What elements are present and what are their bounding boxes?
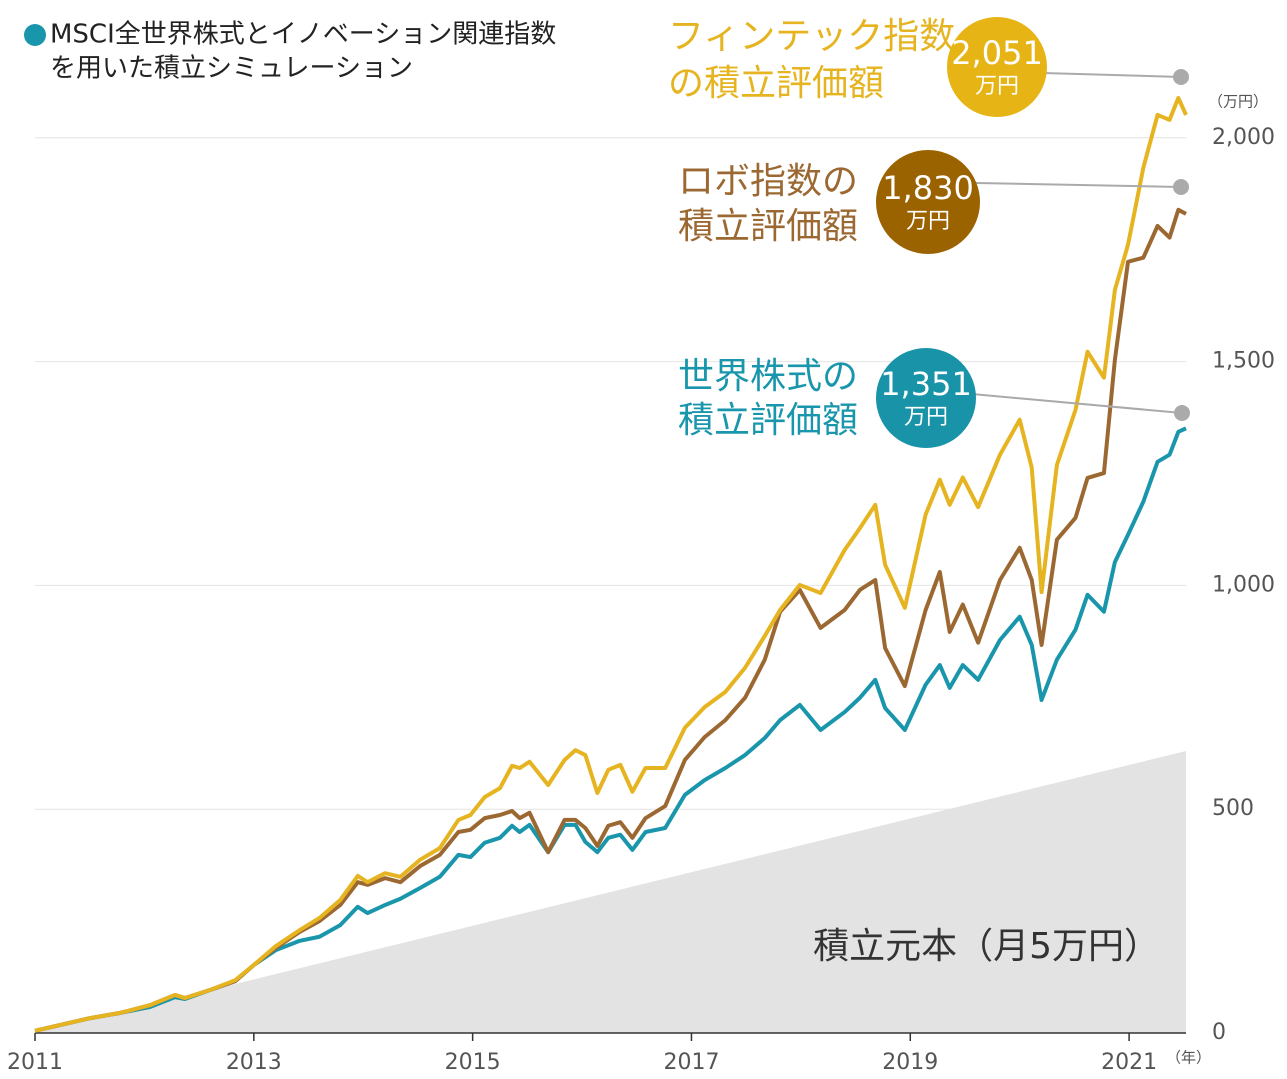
end-dot xyxy=(1173,179,1189,195)
x-tick-label: 2021 xyxy=(1101,1050,1157,1075)
end-dot xyxy=(1173,69,1189,85)
end-value-bubble xyxy=(876,150,980,254)
connector xyxy=(971,393,1183,414)
connector xyxy=(1042,72,1182,78)
principal-area xyxy=(35,751,1186,1033)
end-value-unit: 万円 xyxy=(906,209,950,234)
connector xyxy=(975,182,1182,188)
x-tick-label: 2017 xyxy=(663,1050,719,1075)
series-label: 積立評価額 xyxy=(678,400,858,441)
series-label: の積立評価額 xyxy=(668,63,884,104)
principal-label: 積立元本（月5万円） xyxy=(813,926,1160,967)
title-marker xyxy=(24,24,46,46)
x-tick-label: 2015 xyxy=(445,1050,501,1075)
y-tick-label: 2,000 xyxy=(1212,125,1275,150)
chart-title: を用いた積立シミュレーション xyxy=(50,54,413,84)
chart-title: MSCI全世界株式とイノベーション関連指数 xyxy=(50,20,556,50)
end-value-unit: 万円 xyxy=(975,74,1019,99)
end-value-bubble xyxy=(876,348,976,448)
x-unit: （年） xyxy=(1166,1049,1211,1067)
series-line xyxy=(34,95,1188,1033)
end-value-unit: 万円 xyxy=(904,405,948,430)
end-value-label: 1,351 xyxy=(880,365,972,403)
y-tick-label: 1,500 xyxy=(1212,349,1275,374)
series-label: ロボ指数の xyxy=(678,161,858,202)
series-line xyxy=(34,207,1187,1033)
series-label: 積立評価額 xyxy=(678,206,858,247)
end-dot xyxy=(1174,405,1190,421)
series-label: 世界株式の xyxy=(678,356,858,397)
end-value-bubble xyxy=(947,17,1047,117)
x-tick-label: 2011 xyxy=(7,1050,63,1075)
x-tick-label: 2019 xyxy=(882,1050,938,1075)
series-label: フィンテック指数 xyxy=(668,16,955,57)
y-tick-label: 0 xyxy=(1212,1020,1226,1045)
series-line xyxy=(34,426,1187,1033)
y-tick-label: 500 xyxy=(1212,796,1254,821)
y-unit: （万円） xyxy=(1208,93,1268,111)
y-tick-label: 1,000 xyxy=(1212,572,1275,597)
end-value-label: 2,051 xyxy=(951,34,1043,72)
x-tick-label: 2013 xyxy=(226,1050,282,1075)
end-value-label: 1,830 xyxy=(882,169,974,207)
